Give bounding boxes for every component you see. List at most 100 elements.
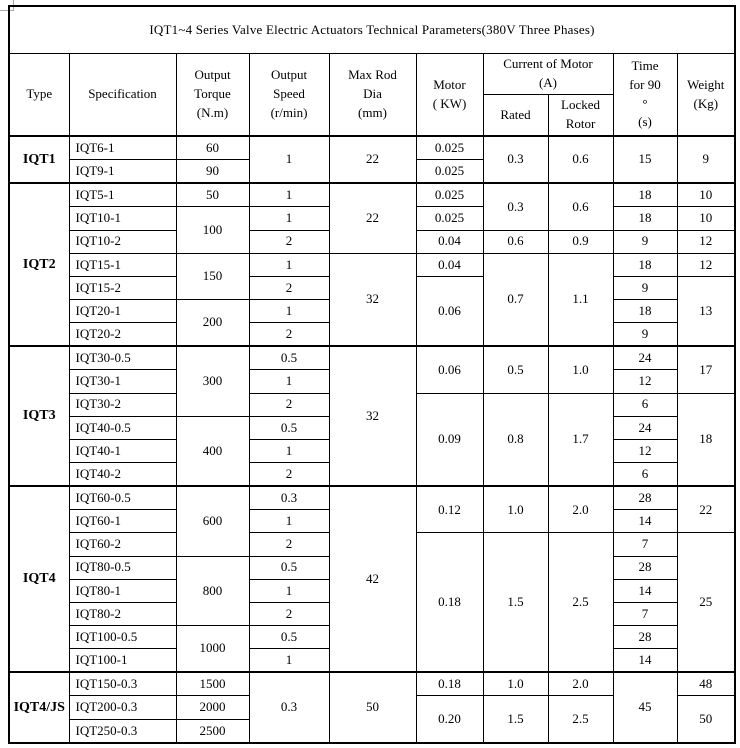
cell-speed: 1 bbox=[248, 206, 330, 231]
cell-motor: 0.18 bbox=[415, 671, 484, 697]
cell-time: 45 bbox=[612, 671, 678, 744]
cell-locked: 2.5 bbox=[547, 532, 614, 673]
cell-spec: IQT20-2 bbox=[68, 322, 177, 347]
cell-motor: 0.025 bbox=[415, 182, 484, 208]
cell-time: 9 bbox=[612, 322, 678, 347]
cell-locked: 0.6 bbox=[547, 134, 614, 184]
cell-motor: 0.025 bbox=[415, 159, 484, 184]
cell-rated: 1.5 bbox=[482, 695, 549, 744]
table-body: IQT1 IQT6-1 60 1 22 0.025 0.3 0.6 15 9 IQT9-1 90 0.0… bbox=[8, 134, 736, 744]
cell-spec: IQT40-0.5 bbox=[68, 415, 177, 440]
cell-rod: 50 bbox=[328, 671, 417, 744]
cell-speed: 2 bbox=[248, 601, 330, 626]
cell-motor: 0.025 bbox=[415, 135, 484, 161]
header-current-of-motor: Current of Motor (A) bbox=[482, 53, 614, 95]
cell-spec: IQT60-0.5 bbox=[68, 485, 177, 511]
cell-weight: 18 bbox=[676, 392, 736, 487]
cell-type: IQT3 bbox=[8, 345, 70, 487]
table-row: IQT15-2 2 0.06 9 13 bbox=[9, 275, 736, 347]
cell-torque: 800 bbox=[175, 555, 250, 626]
cell-rated: 0.3 bbox=[482, 182, 549, 231]
table-row: IQT2 IQT5-1 50 1 22 0.025 0.3 0.6 18 10 bbox=[8, 182, 736, 347]
cell-type: IQT1 bbox=[8, 134, 70, 184]
cell-weight: 13 bbox=[676, 275, 736, 347]
cell-locked: 1.7 bbox=[547, 392, 614, 487]
cell-time: 28 bbox=[612, 555, 678, 580]
cell-speed: 2 bbox=[248, 275, 330, 300]
header-max-rod-dia: Max Rod Dia (mm) bbox=[328, 53, 417, 137]
cell-locked: 0.6 bbox=[547, 182, 614, 231]
cell-motor: 0.12 bbox=[415, 485, 484, 534]
cell-speed: 1 bbox=[248, 298, 330, 324]
cell-torque: 100 bbox=[175, 206, 250, 254]
cell-spec: IQT40-1 bbox=[68, 438, 177, 463]
cell-spec: IQT100-1 bbox=[68, 648, 177, 673]
cell-speed: 1 bbox=[248, 252, 330, 277]
cell-time: 18 bbox=[612, 206, 678, 231]
cell-time: 7 bbox=[612, 532, 678, 557]
cell-speed: 2 bbox=[248, 322, 330, 347]
cell-torque: 50 bbox=[175, 182, 250, 208]
cell-spec: IQT60-2 bbox=[68, 532, 177, 557]
cell-torque: 1000 bbox=[175, 624, 250, 673]
cell-time: 28 bbox=[612, 485, 678, 511]
cell-time: 14 bbox=[612, 648, 678, 673]
table-row: IQT30-1 1 12 bbox=[9, 369, 735, 394]
cell-torque: 60 bbox=[175, 135, 250, 161]
cell-weight: 9 bbox=[676, 134, 736, 184]
cell-torque: 300 bbox=[175, 345, 250, 417]
cell-time: 28 bbox=[612, 624, 678, 650]
cell-type: IQT4/JS bbox=[8, 671, 70, 744]
cell-weight: 50 bbox=[676, 695, 736, 744]
table-row: IQT1 IQT6-1 60 1 22 0.025 0.3 0.6 15 9 bbox=[8, 134, 736, 184]
cell-time: 7 bbox=[612, 601, 678, 626]
cell-locked: 2.0 bbox=[547, 485, 614, 534]
cell-spec: IQT80-1 bbox=[68, 578, 177, 603]
title-row: IQT1~4 Series Valve Electric Actuators T… bbox=[8, 5, 736, 54]
cell-torque: 90 bbox=[175, 159, 250, 184]
cell-torque: 150 bbox=[175, 252, 250, 300]
cell-time: 24 bbox=[612, 345, 678, 371]
cell-torque: 2000 bbox=[175, 695, 250, 720]
cell-rated: 0.7 bbox=[482, 252, 549, 347]
cell-rated: 0.8 bbox=[482, 392, 549, 487]
table-row: IQT100-0.5 1000 0.5 28 bbox=[9, 624, 735, 673]
cell-rated: 0.5 bbox=[482, 345, 549, 394]
cell-speed: 0.5 bbox=[248, 415, 330, 440]
cell-weight: 12 bbox=[676, 252, 736, 277]
cell-motor: 0.04 bbox=[415, 252, 484, 277]
cell-time: 9 bbox=[612, 229, 678, 254]
cell-spec: IQT9-1 bbox=[68, 159, 177, 184]
table-row: IQT9-1 90 0.025 bbox=[9, 159, 735, 184]
cell-motor: 0.18 bbox=[415, 532, 484, 673]
cell-rod: 42 bbox=[328, 485, 417, 673]
cell-speed: 1 bbox=[248, 369, 330, 394]
cell-speed: 2 bbox=[248, 229, 330, 254]
cell-torque: 2500 bbox=[175, 718, 250, 744]
cell-torque: 600 bbox=[175, 485, 250, 557]
table-row: IQT3 IQT30-0.5 300 0.5 32 0.06 0.5 1.0 24 17 bbox=[8, 345, 736, 487]
cell-time: 6 bbox=[612, 461, 678, 487]
cell-motor: 0.04 bbox=[415, 229, 484, 254]
table-row: IQT40-1 1 12 bbox=[9, 438, 735, 463]
cell-torque: 1500 bbox=[175, 671, 250, 697]
cell-spec: IQT80-2 bbox=[68, 601, 177, 626]
cell-speed: 1 bbox=[248, 578, 330, 603]
cell-time: 14 bbox=[612, 509, 678, 534]
cell-time: 18 bbox=[612, 298, 678, 324]
cell-locked: 2.0 bbox=[547, 671, 614, 697]
cell-time: 6 bbox=[612, 392, 678, 417]
table-row: IQT10-2 2 0.04 0.6 0.9 9 12 bbox=[9, 229, 736, 254]
header-row-sub: Rated Locked Rotor bbox=[9, 94, 735, 137]
cell-spec: IQT10-1 bbox=[68, 206, 177, 231]
cell-speed: 2 bbox=[248, 392, 330, 417]
cell-motor: 0.20 bbox=[415, 695, 484, 744]
table-row: IQT20-1 200 1 18 bbox=[9, 298, 735, 347]
cell-locked: 0.9 bbox=[547, 229, 614, 254]
cell-speed: 1 bbox=[248, 509, 330, 534]
cell-speed: 2 bbox=[248, 461, 330, 487]
cell-weight: 48 bbox=[676, 671, 736, 697]
cell-speed: 0.5 bbox=[248, 345, 330, 371]
header-row-top: Type Specification Output Torque (N.m) O… bbox=[8, 53, 736, 137]
